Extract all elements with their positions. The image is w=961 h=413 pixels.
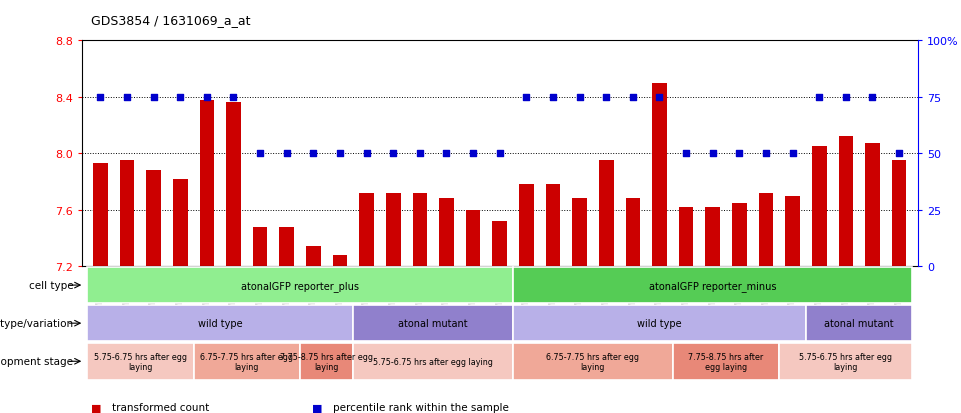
Text: transformed count: transformed count: [112, 402, 209, 412]
Point: [492, 150, 507, 157]
Point: [811, 94, 826, 101]
Point: [385, 150, 401, 157]
Bar: [892, 161, 906, 266]
Text: wild type: wild type: [637, 318, 681, 328]
Point: [731, 150, 747, 157]
Bar: [354, 343, 513, 380]
Bar: [785, 196, 800, 266]
Bar: [758, 193, 774, 266]
Bar: [626, 199, 640, 266]
Point: [626, 94, 641, 101]
Text: development stage: development stage: [0, 356, 73, 366]
Text: 7.75-8.75 hrs after egg
laying: 7.75-8.75 hrs after egg laying: [281, 352, 373, 371]
Text: GDS3854 / 1631069_a_at: GDS3854 / 1631069_a_at: [91, 14, 251, 27]
Point: [838, 94, 853, 101]
Point: [545, 94, 560, 101]
Text: genotype/variation: genotype/variation: [0, 318, 73, 328]
Bar: [806, 305, 912, 342]
Text: atonal mutant: atonal mutant: [825, 318, 894, 328]
Bar: [333, 255, 347, 266]
Bar: [513, 343, 673, 380]
Point: [599, 94, 614, 101]
Point: [146, 94, 161, 101]
Bar: [193, 343, 300, 380]
Bar: [386, 193, 401, 266]
Bar: [87, 343, 193, 380]
Bar: [865, 144, 880, 266]
Text: 5.75-6.75 hrs after egg
laying: 5.75-6.75 hrs after egg laying: [800, 352, 893, 371]
Point: [92, 94, 108, 101]
Point: [439, 150, 455, 157]
Point: [306, 150, 321, 157]
Point: [199, 94, 214, 101]
Text: cell type: cell type: [29, 280, 73, 290]
Bar: [779, 343, 912, 380]
Bar: [93, 164, 108, 266]
Text: 6.75-7.75 hrs after egg
laying: 6.75-7.75 hrs after egg laying: [200, 352, 293, 371]
Point: [173, 94, 188, 101]
Bar: [306, 247, 321, 266]
Bar: [812, 147, 826, 266]
Bar: [513, 267, 912, 304]
Point: [253, 150, 268, 157]
Point: [678, 150, 694, 157]
Bar: [354, 305, 513, 342]
Point: [758, 150, 774, 157]
Text: 6.75-7.75 hrs after egg
laying: 6.75-7.75 hrs after egg laying: [547, 352, 639, 371]
Point: [226, 94, 241, 101]
Text: wild type: wild type: [198, 318, 242, 328]
Point: [705, 150, 721, 157]
Bar: [253, 227, 267, 266]
Bar: [87, 305, 354, 342]
Point: [333, 150, 348, 157]
Point: [279, 150, 294, 157]
Point: [519, 94, 534, 101]
Bar: [200, 100, 214, 266]
Bar: [226, 103, 241, 266]
Point: [785, 150, 801, 157]
Point: [358, 150, 374, 157]
Point: [572, 94, 587, 101]
Point: [652, 94, 667, 101]
Point: [892, 150, 907, 157]
Bar: [119, 161, 135, 266]
Text: 7.75-8.75 hrs after
egg laying: 7.75-8.75 hrs after egg laying: [688, 352, 764, 371]
Point: [119, 94, 135, 101]
Bar: [519, 185, 533, 266]
Bar: [146, 171, 160, 266]
Bar: [412, 193, 427, 266]
Bar: [839, 137, 853, 266]
Bar: [546, 185, 560, 266]
Text: atonalGFP reporter_minus: atonalGFP reporter_minus: [649, 280, 776, 291]
Bar: [599, 161, 613, 266]
Bar: [87, 267, 513, 304]
Text: 5.75-6.75 hrs after egg laying: 5.75-6.75 hrs after egg laying: [373, 357, 493, 366]
Point: [412, 150, 428, 157]
Bar: [573, 199, 587, 266]
Bar: [673, 343, 779, 380]
Point: [865, 94, 880, 101]
Bar: [653, 83, 667, 266]
Text: atonalGFP reporter_plus: atonalGFP reporter_plus: [241, 280, 359, 291]
Bar: [300, 343, 354, 380]
Bar: [173, 179, 187, 266]
Bar: [439, 199, 454, 266]
Text: 5.75-6.75 hrs after egg
laying: 5.75-6.75 hrs after egg laying: [94, 352, 186, 371]
Bar: [359, 193, 374, 266]
Text: atonal mutant: atonal mutant: [399, 318, 468, 328]
Bar: [705, 207, 720, 266]
Bar: [280, 227, 294, 266]
Bar: [732, 203, 747, 266]
Text: ■: ■: [312, 402, 323, 412]
Bar: [492, 221, 507, 266]
Text: percentile rank within the sample: percentile rank within the sample: [333, 402, 509, 412]
Point: [465, 150, 480, 157]
Text: ■: ■: [91, 402, 102, 412]
Bar: [466, 210, 480, 266]
Bar: [513, 305, 806, 342]
Bar: [678, 207, 694, 266]
